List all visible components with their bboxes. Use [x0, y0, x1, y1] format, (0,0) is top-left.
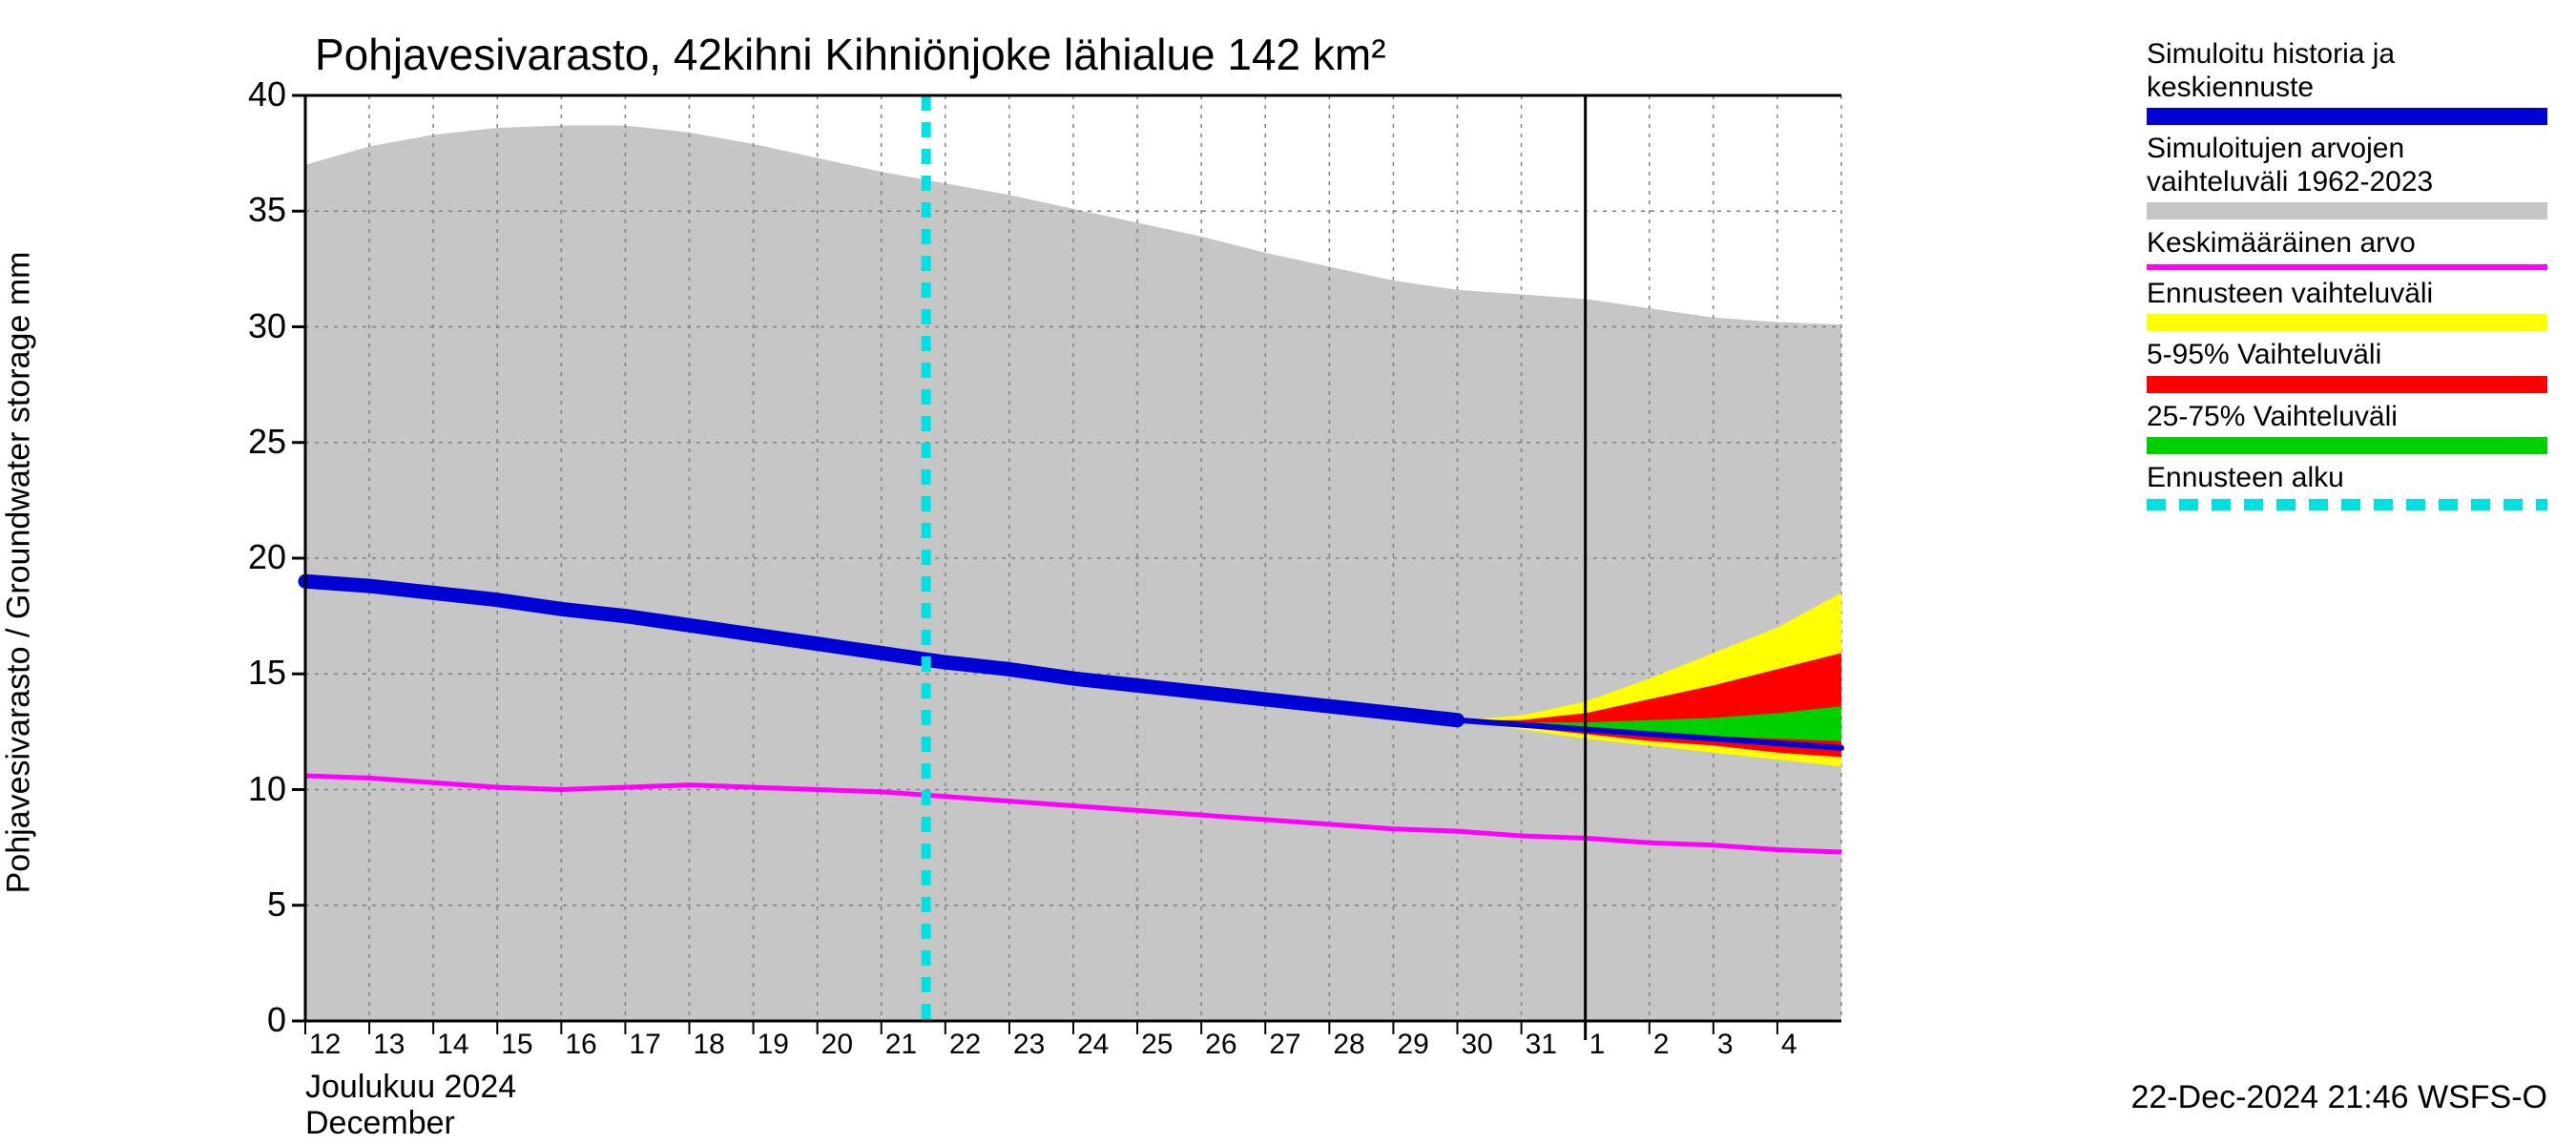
xtick-label: 22	[949, 1029, 981, 1061]
xtick-label: 3	[1717, 1029, 1734, 1061]
legend-swatch	[2147, 314, 2547, 331]
xtick-label: 21	[885, 1029, 917, 1061]
legend-label: 25-75% Vaihteluväli	[2147, 401, 2547, 434]
legend-label: 5-95% Vaihteluväli	[2147, 339, 2547, 372]
xtick-label: 15	[501, 1029, 532, 1061]
legend-entry: Simuloitu historia ja keskiennuste	[2147, 38, 2547, 125]
y-axis-label: Pohjavesivarasto / Groundwater storage m…	[1, 252, 38, 894]
x-month-label-2: December	[305, 1105, 455, 1142]
ytick-label: 10	[210, 769, 286, 809]
xtick-label: 23	[1013, 1029, 1045, 1061]
legend-label: Ennusteen alku	[2147, 462, 2547, 495]
legend-entry: Simuloitujen arvojen vaihteluväli 1962-2…	[2147, 133, 2547, 219]
legend-label: Ennusteen vaihteluväli	[2147, 278, 2547, 311]
chart-container: Pohjavesivarasto / Groundwater storage m…	[0, 0, 2576, 1145]
xtick-label: 24	[1077, 1029, 1109, 1061]
x-month-label-1: Joulukuu 2024	[305, 1069, 516, 1106]
legend-label: Simuloitujen arvojen vaihteluväli 1962-2…	[2147, 133, 2547, 198]
legend-label: Simuloitu historia ja keskiennuste	[2147, 38, 2547, 104]
legend-entry: 5-95% Vaihteluväli	[2147, 339, 2547, 393]
legend-swatch	[2147, 264, 2547, 270]
xtick-label: 29	[1397, 1029, 1428, 1061]
legend-entry: Keskimääräinen arvo	[2147, 227, 2547, 270]
legend-entry: 25-75% Vaihteluväli	[2147, 401, 2547, 455]
ytick-label: 15	[210, 653, 286, 693]
xtick-label: 26	[1205, 1029, 1236, 1061]
legend-entry: Ennusteen alku	[2147, 462, 2547, 510]
timestamp-label: 22-Dec-2024 21:46 WSFS-O	[2130, 1079, 2547, 1116]
ytick-label: 25	[210, 422, 286, 462]
ytick-label: 35	[210, 190, 286, 230]
xtick-label: 27	[1269, 1029, 1300, 1061]
legend-swatch	[2147, 499, 2547, 510]
ytick-label: 20	[210, 537, 286, 577]
xtick-label: 31	[1526, 1029, 1557, 1061]
xtick-label: 4	[1781, 1029, 1797, 1061]
legend: Simuloitu historia ja keskiennuste Simulo…	[2147, 38, 2547, 518]
legend-swatch	[2147, 376, 2547, 393]
xtick-label: 16	[565, 1029, 596, 1061]
xtick-label: 30	[1462, 1029, 1493, 1061]
legend-swatch	[2147, 437, 2547, 454]
ytick-label: 0	[210, 1000, 286, 1040]
legend-swatch	[2147, 108, 2547, 125]
xtick-label: 1	[1589, 1029, 1606, 1061]
chart-title: Pohjavesivarasto, 42kihni Kihniönjoke lä…	[315, 29, 1386, 80]
xtick-label: 2	[1653, 1029, 1670, 1061]
xtick-label: 19	[758, 1029, 789, 1061]
legend-entry: Ennusteen vaihteluväli	[2147, 278, 2547, 332]
ytick-label: 40	[210, 74, 286, 114]
xtick-label: 12	[309, 1029, 341, 1061]
xtick-label: 17	[629, 1029, 660, 1061]
xtick-label: 14	[437, 1029, 468, 1061]
xtick-label: 20	[821, 1029, 853, 1061]
xtick-label: 25	[1141, 1029, 1173, 1061]
xtick-label: 18	[694, 1029, 725, 1061]
legend-swatch	[2147, 202, 2547, 219]
ytick-label: 5	[210, 885, 286, 925]
xtick-label: 13	[373, 1029, 405, 1061]
legend-label: Keskimääräinen arvo	[2147, 227, 2547, 260]
ytick-label: 30	[210, 306, 286, 346]
xtick-label: 28	[1333, 1029, 1364, 1061]
